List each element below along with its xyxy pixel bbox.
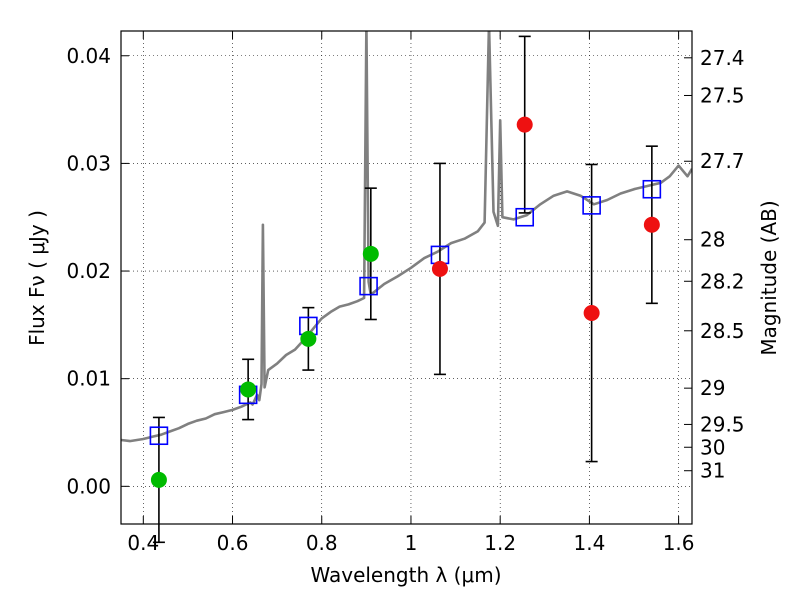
synthetic-flux-marker <box>149 426 169 446</box>
x-axis-label: Wavelength λ (μm) <box>310 563 501 587</box>
nir-flux-point <box>583 305 600 322</box>
y2-tick-label: 28.2 <box>700 269 745 293</box>
axes: 0.4 0.6 0.8 1 1.2 1.4 1.6 0.00 0.01 0.02 0.03 0.04 2… <box>66 31 745 555</box>
y-tick-label: 0.03 <box>66 151 111 175</box>
y-axis-label: Flux Fν ( μJy ) <box>25 210 49 346</box>
y2-tick-label: 29.5 <box>700 412 745 436</box>
y-tick-label: 0.01 <box>66 367 111 391</box>
y-tick-label: 0.04 <box>66 44 111 68</box>
x-tick-label: 1.4 <box>573 531 605 555</box>
y2-axis-label: Magnitude (AB) <box>757 200 781 355</box>
y-tick-label: 0.02 <box>66 259 111 283</box>
nir-flux-point <box>643 216 660 233</box>
y2-tick-label: 30 <box>700 435 725 459</box>
nir-flux-point <box>516 116 533 133</box>
x-tick-label: 1.2 <box>484 531 516 555</box>
y2-tick-label: 28 <box>700 228 725 252</box>
optical-flux-point <box>240 381 257 398</box>
y2-tick-label: 27.7 <box>700 149 745 173</box>
data-layer <box>121 31 692 443</box>
y2-tick-label: 29 <box>700 376 725 400</box>
x-tick-label: 0.6 <box>217 531 249 555</box>
plot-background <box>121 31 692 524</box>
synthetic-flux-marker <box>359 276 378 296</box>
nir-flux-point <box>431 260 448 277</box>
optical-flux-point <box>150 471 167 488</box>
y2-tick-label: 27.4 <box>700 46 745 70</box>
synthetic-flux-marker <box>515 207 535 227</box>
x-tick-label: 1 <box>405 531 418 555</box>
optical-flux-point <box>362 245 379 262</box>
synthetic-flux-marker <box>582 196 601 215</box>
y2-tick-label: 31 <box>700 459 725 483</box>
plot-frame <box>120 30 693 525</box>
y2-tick-label: 27.5 <box>700 83 745 107</box>
optical-flux-point <box>300 330 317 347</box>
synthetic-flux-marker <box>642 179 662 199</box>
x-tick-label: 0.8 <box>306 531 338 555</box>
x-tick-label: 0.4 <box>127 531 159 555</box>
y-tick-label: 0.00 <box>66 474 111 498</box>
y2-tick-label: 28.5 <box>700 319 745 343</box>
x-tick-label: 1.6 <box>663 531 695 555</box>
errorbar-layer <box>149 35 662 544</box>
model-spectrum-line <box>121 31 692 443</box>
